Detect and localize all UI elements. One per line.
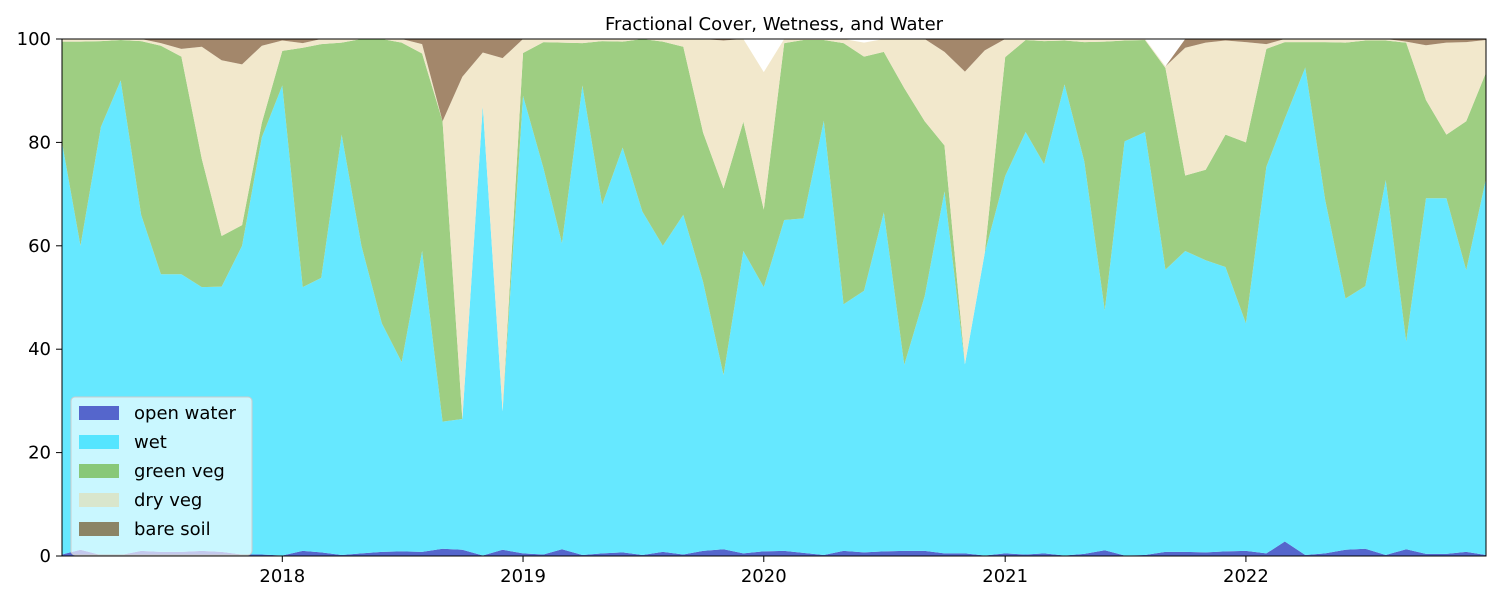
legend-label: green veg: [134, 461, 225, 482]
legend-label: dry veg: [134, 490, 202, 511]
area-series-green-veg: [62, 39, 1486, 422]
area-series-dry-veg: [62, 39, 1486, 419]
area-series-wet: [62, 67, 1486, 556]
y-tick-label: 60: [28, 236, 51, 257]
x-tick-label: 2019: [500, 566, 546, 587]
x-tick-label: 2022: [1223, 566, 1269, 587]
legend-label: open water: [134, 403, 237, 424]
plot-frame: [61, 38, 1487, 557]
x-tick-label: 2018: [259, 566, 305, 587]
legend-swatch: [79, 435, 119, 449]
y-tick-label: 100: [17, 29, 51, 50]
area-series-open-water: [62, 541, 1486, 556]
x-tick-label: 2021: [982, 566, 1028, 587]
y-tick-label: 20: [28, 443, 51, 464]
legend-swatch: [79, 522, 119, 536]
area-layers: [62, 39, 1486, 556]
chart-title: Fractional Cover, Wetness, and Water: [605, 14, 944, 35]
legend-label: bare soil: [134, 519, 211, 540]
y-tick-label: 0: [40, 546, 51, 567]
legend-label: wet: [134, 432, 167, 453]
legend-swatch: [79, 493, 119, 507]
legend-swatch: [79, 464, 119, 478]
y-tick-label: 40: [28, 339, 51, 360]
x-tick-label: 2020: [741, 566, 787, 587]
area-series-bare-soil: [62, 39, 1486, 122]
axes: 0 20 40 60 80 100 2018 2019 2020 2021 2022: [17, 29, 1487, 587]
legend: open water wet green veg dry veg bare soil: [70, 396, 253, 556]
legend-swatch: [79, 406, 119, 420]
y-tick-label: 80: [28, 132, 51, 153]
